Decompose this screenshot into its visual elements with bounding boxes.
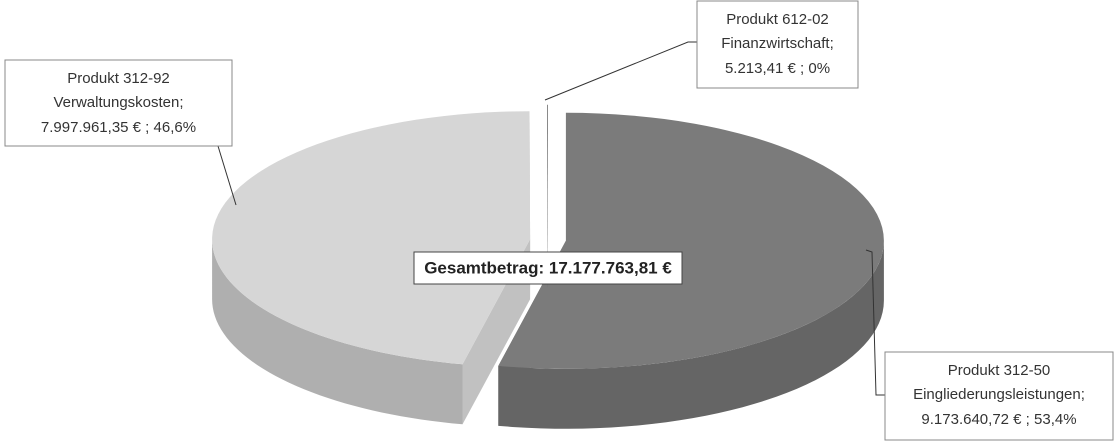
leader-line: [217, 145, 237, 206]
label-box: [696, 0, 859, 89]
label-description: Finanzwirtschaft;: [721, 35, 834, 52]
labels: Produkt 312-50 Eingliederungsleistungen; 9…: [4, 0, 1114, 441]
slice-wall: [212, 239, 463, 425]
label-value: 9.173.640,72 € ; 53,4%: [921, 411, 1076, 428]
label-category: Produkt 612-02: [726, 11, 829, 28]
slice-cut: [462, 239, 531, 425]
slice: [212, 111, 531, 365]
slice-wall: [498, 240, 884, 429]
annotation: Gesamtbetrag: 17.177.763,81 €: [424, 258, 672, 277]
label-box: [884, 351, 1114, 441]
label-category: Produkt 312-92: [67, 70, 170, 87]
label-box: [4, 59, 233, 147]
label-description: Verwaltungskosten;: [53, 94, 183, 111]
pie: [212, 104, 884, 429]
slice: [547, 104, 548, 233]
label-value: 7.997.961,35 € ; 46,6%: [41, 119, 196, 136]
annotation-box: [413, 251, 683, 285]
label-value: 5.213,41 € ; 0%: [725, 60, 830, 77]
leader-line: [544, 41, 697, 101]
leader-line: [865, 249, 885, 396]
label-description: Eingliederungsleistungen;: [913, 386, 1085, 403]
slice-cut: [547, 104, 548, 293]
label-category: Produkt 312-50: [948, 362, 1051, 379]
slice: [498, 112, 884, 369]
